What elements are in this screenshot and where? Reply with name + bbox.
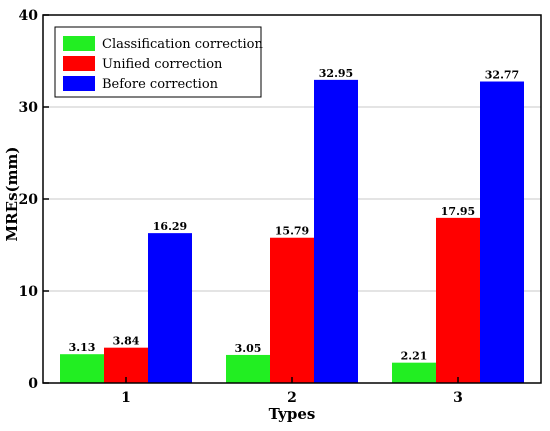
bar — [392, 362, 436, 383]
bar-value-label: 15.79 — [275, 225, 309, 238]
bar-value-label: 32.95 — [319, 67, 353, 80]
bar — [314, 79, 358, 384]
x-tick-label: 1 — [121, 390, 131, 406]
bar-value-label: 3.13 — [69, 341, 96, 354]
bar — [480, 81, 524, 384]
legend-swatch — [63, 56, 95, 71]
y-tick-label: 20 — [19, 192, 39, 208]
bars — [60, 79, 524, 384]
bar — [148, 233, 192, 383]
bar-value-label: 32.77 — [485, 69, 519, 82]
legend: Classification correction Unified correct… — [54, 26, 263, 98]
legend-swatch — [63, 36, 95, 51]
data-labels: 3.13 3.84 16.29 3.05 15.79 32.95 2.21 17.95 32.7… — [69, 67, 520, 363]
y-tick-label: 0 — [28, 376, 38, 392]
x-axis-label: Types — [269, 405, 316, 423]
x-tick-label: 2 — [287, 390, 297, 406]
y-tick-label: 30 — [19, 100, 39, 116]
bar-value-label: 16.29 — [153, 220, 187, 233]
bar — [270, 237, 314, 383]
legend-label: Before correction — [102, 77, 219, 92]
bar — [60, 354, 104, 383]
y-tick-label: 10 — [19, 284, 39, 300]
legend-label: Classification correction — [102, 37, 263, 52]
y-axis-ticks: 0 10 20 30 40 — [19, 8, 49, 392]
x-axis-ticks: 1 2 3 — [121, 377, 463, 406]
legend-label: Unified correction — [102, 57, 223, 72]
bar — [436, 217, 480, 383]
bar-value-label: 2.21 — [401, 350, 428, 363]
bar — [226, 354, 270, 383]
y-axis-label: MREs(mm) — [3, 147, 21, 242]
legend-swatch — [63, 76, 95, 91]
bar-value-label: 17.95 — [441, 205, 475, 218]
y-tick-label: 40 — [19, 8, 39, 24]
x-tick-label: 3 — [453, 390, 463, 406]
bar-value-label: 3.05 — [235, 342, 262, 355]
bar-value-label: 3.84 — [113, 335, 140, 348]
